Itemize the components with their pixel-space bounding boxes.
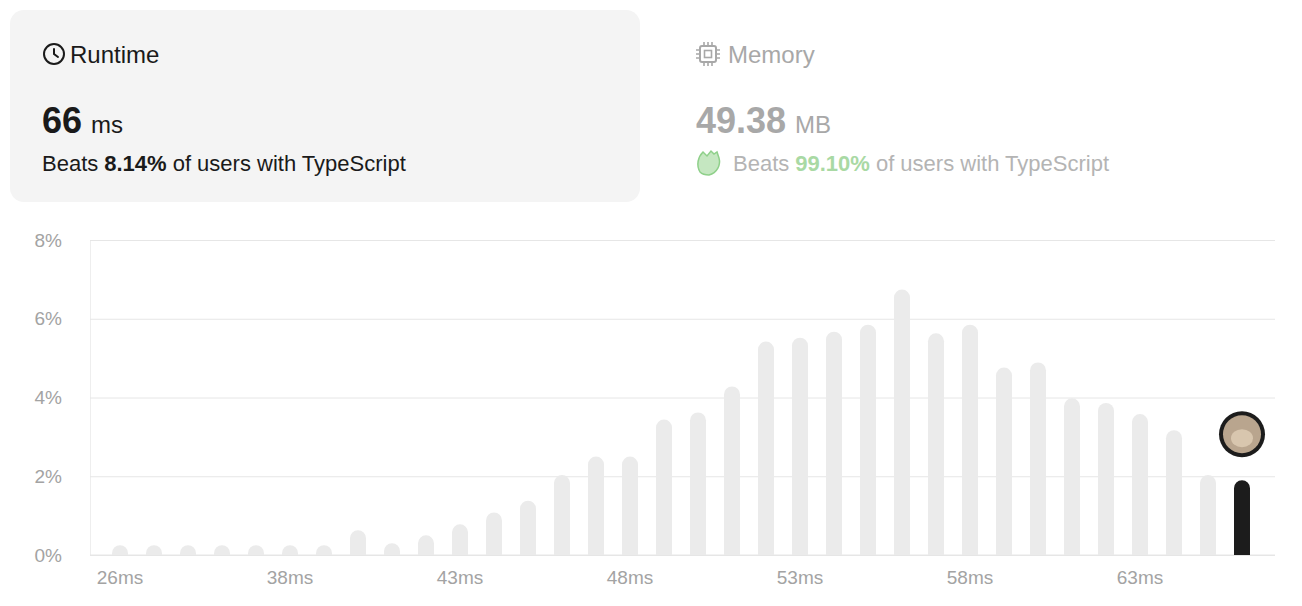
x-tick-label: 43ms bbox=[437, 567, 483, 588]
bar[interactable] bbox=[588, 457, 604, 555]
x-axis: 26ms 38ms 43ms 48ms 53ms 58ms 63ms bbox=[90, 555, 1275, 588]
bar[interactable] bbox=[146, 545, 162, 555]
x-tick: 26ms bbox=[97, 555, 143, 588]
avatar-ring bbox=[1219, 411, 1265, 457]
grid-line bbox=[90, 319, 1275, 320]
bar[interactable] bbox=[1098, 403, 1114, 555]
y-tick-label: 8% bbox=[35, 230, 63, 251]
bar[interactable] bbox=[180, 545, 196, 555]
beats-prefix: Beats bbox=[42, 151, 98, 176]
bar[interactable] bbox=[962, 325, 978, 555]
bar[interactable] bbox=[690, 412, 706, 555]
bar[interactable] bbox=[316, 545, 332, 555]
bar[interactable] bbox=[282, 545, 298, 555]
x-tick-label: 38ms bbox=[267, 567, 313, 588]
bar[interactable] bbox=[248, 545, 264, 555]
bar[interactable] bbox=[996, 368, 1012, 555]
beats-line: Beats99.10%of users with TypeScript bbox=[733, 151, 1109, 176]
bar[interactable] bbox=[1132, 414, 1148, 555]
bar[interactable] bbox=[520, 501, 536, 555]
x-tick-label: 58ms bbox=[947, 567, 993, 588]
bars bbox=[112, 290, 1250, 555]
beats-percent: 99.10% bbox=[795, 151, 870, 176]
y-tick: 4% bbox=[35, 387, 1275, 408]
x-tick-label: 63ms bbox=[1117, 567, 1163, 588]
y-tick: 8% bbox=[35, 230, 1275, 251]
x-tick-label: 48ms bbox=[607, 567, 653, 588]
bar[interactable] bbox=[656, 420, 672, 555]
panel-title: Runtime bbox=[70, 41, 159, 68]
y-tick-label: 4% bbox=[35, 387, 63, 408]
chip-body bbox=[700, 46, 716, 62]
grid-line bbox=[90, 240, 1275, 241]
y-tick: 2% bbox=[35, 466, 1275, 487]
value-unit: ms bbox=[91, 111, 123, 138]
y-tick: 6% bbox=[35, 308, 1275, 329]
value-unit: MB bbox=[795, 111, 831, 138]
y-tick: 0% bbox=[35, 545, 1275, 566]
bar[interactable] bbox=[112, 545, 128, 555]
bar[interactable] bbox=[792, 338, 808, 555]
panel-value: 66 ms bbox=[42, 100, 123, 141]
bar[interactable] bbox=[350, 530, 366, 555]
bar[interactable] bbox=[1064, 398, 1080, 555]
bar[interactable] bbox=[1200, 475, 1216, 555]
x-tick: 63ms bbox=[1117, 555, 1163, 588]
y-tick-label: 2% bbox=[35, 466, 63, 487]
x-tick: 38ms bbox=[267, 555, 313, 588]
y-axis: 0% 2% 4% 6% 8% bbox=[35, 230, 1275, 566]
chip-pins bbox=[696, 42, 720, 66]
y-tick-label: 6% bbox=[35, 308, 63, 329]
bar[interactable] bbox=[1166, 430, 1182, 555]
bar[interactable] bbox=[928, 333, 944, 555]
clock-hands bbox=[54, 49, 58, 57]
x-tick: 48ms bbox=[607, 555, 653, 588]
beats-suffix: of users with TypeScript bbox=[876, 151, 1109, 176]
beats-line: Beats8.14% of users with TypeScript bbox=[42, 151, 406, 176]
bar[interactable] bbox=[418, 535, 434, 555]
beats-prefix: Beats bbox=[733, 151, 789, 176]
avatar-detail bbox=[1231, 429, 1253, 447]
avatar-photo bbox=[1223, 415, 1261, 453]
x-tick-label: 53ms bbox=[777, 567, 823, 588]
runtime-card[interactable] bbox=[10, 10, 640, 202]
value-number: 49.38 bbox=[696, 100, 786, 141]
beats-suffix: of users with TypeScript bbox=[173, 151, 406, 176]
bar[interactable] bbox=[826, 332, 842, 555]
bar[interactable] bbox=[860, 325, 876, 555]
bar[interactable] bbox=[1234, 480, 1250, 555]
avatar bbox=[1219, 411, 1265, 457]
x-tick: 43ms bbox=[437, 555, 483, 588]
beats-percent: 8.14% bbox=[104, 151, 166, 176]
clock-face bbox=[44, 44, 64, 64]
x-tick: 58ms bbox=[947, 555, 993, 588]
clock-icon bbox=[44, 44, 64, 64]
panel-title: Memory bbox=[728, 41, 815, 68]
grid-line bbox=[90, 476, 1275, 477]
x-axis-line bbox=[90, 555, 1275, 556]
bar[interactable] bbox=[894, 290, 910, 555]
grid-line bbox=[90, 398, 1275, 399]
grid-line bbox=[90, 555, 1275, 556]
x-tick-label: 26ms bbox=[97, 567, 143, 588]
clap-icon bbox=[698, 151, 720, 175]
bar[interactable] bbox=[384, 543, 400, 555]
bar[interactable] bbox=[622, 457, 638, 555]
page: Runtime66msMemory49.38MBBeats8.14%of use… bbox=[0, 0, 1302, 606]
bar[interactable] bbox=[486, 512, 502, 555]
x-tick: 53ms bbox=[777, 555, 823, 588]
bar[interactable] bbox=[724, 386, 740, 555]
bar[interactable] bbox=[758, 342, 774, 555]
panel-value: 49.38 MB bbox=[696, 100, 831, 141]
bar[interactable] bbox=[214, 545, 230, 555]
y-tick-label: 0% bbox=[35, 545, 63, 566]
bar[interactable] bbox=[452, 524, 468, 555]
chip-icon bbox=[696, 42, 720, 66]
value-number: 66 bbox=[42, 100, 82, 141]
bar[interactable] bbox=[1030, 362, 1046, 555]
bar[interactable] bbox=[554, 475, 570, 555]
chip-core bbox=[705, 51, 712, 58]
clap-hand bbox=[698, 151, 720, 175]
